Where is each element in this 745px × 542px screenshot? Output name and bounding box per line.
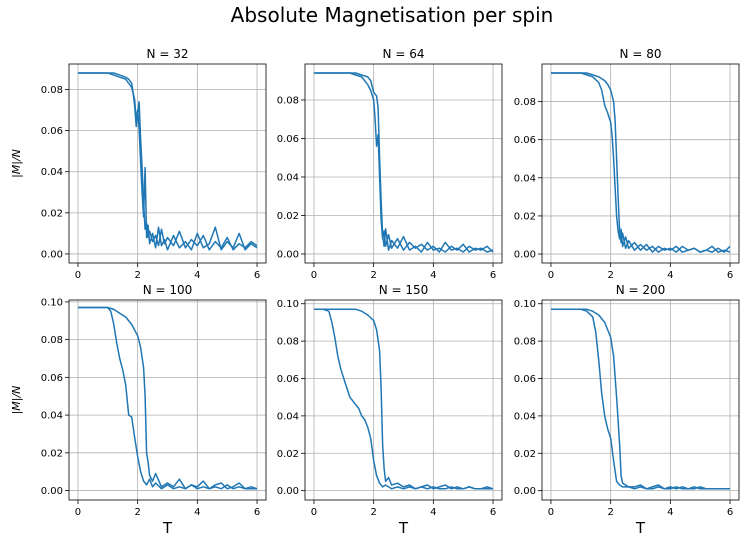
x-axis-label: T: [635, 519, 646, 537]
x-tick-label: 4: [667, 270, 673, 281]
y-tick-label: 0.10: [41, 297, 63, 308]
x-tick-label: 2: [607, 507, 613, 518]
series-line-2: [551, 72, 731, 253]
subplot-title: N = 150: [379, 283, 429, 297]
y-tick-label: 0.02: [277, 211, 299, 222]
y-tick-label: 0.06: [277, 134, 299, 145]
subplot-1: 0 2 4 6 0.00 0.02 0.04 0.06 0.08 N = 32 |M|/N: [10, 47, 267, 281]
subplot-title: N = 80: [620, 47, 662, 61]
series-line-2: [78, 306, 258, 490]
series-line-2: [551, 308, 730, 490]
x-tick-label: 4: [430, 507, 436, 518]
plot-frame: [304, 299, 503, 501]
subplot-3: 0 2 4 6 0.00 0.02 0.04 0.06 0.08 N = 80: [514, 47, 740, 281]
x-tick-label: 2: [134, 270, 140, 281]
x-tick-label: 0: [75, 270, 81, 281]
plot-frame: [68, 299, 267, 501]
y-tick-label: 0.04: [41, 411, 63, 422]
x-tick-label: 0: [548, 507, 554, 518]
x-tick-label: 4: [194, 270, 200, 281]
series-line-2: [314, 72, 494, 253]
y-tick-label: 0.02: [514, 449, 536, 460]
y-tick-label: 0.08: [514, 97, 536, 108]
subplot-title: N = 32: [147, 47, 189, 61]
x-tick-label: 6: [727, 270, 733, 281]
x-tick-label: 6: [254, 507, 260, 518]
plot-frame: [304, 63, 503, 264]
x-tick-label: 2: [370, 270, 376, 281]
x-axis-label: T: [398, 519, 409, 537]
x-tick-label: 0: [75, 507, 81, 518]
y-tick-label: 0.08: [41, 85, 63, 96]
y-tick-label: 0.08: [277, 95, 299, 106]
y-axis-label: |M|/N: [10, 386, 23, 415]
y-tick-label: 0.00: [514, 486, 536, 497]
x-tick-label: 2: [370, 507, 376, 518]
y-tick-label: 0.04: [41, 167, 63, 178]
x-tick-label: 4: [667, 507, 673, 518]
y-tick-label: 0.06: [41, 373, 63, 384]
y-tick-label: 0.02: [41, 448, 63, 459]
subplot-title: N = 100: [143, 283, 193, 297]
series-line-1: [551, 72, 731, 253]
subplot-title: N = 200: [616, 283, 666, 297]
x-tick-label: 4: [194, 507, 200, 518]
y-tick-label: 0.04: [277, 411, 299, 422]
figure-title: Absolute Magnetisation per spin: [231, 3, 554, 27]
x-tick-label: 6: [254, 270, 260, 281]
y-tick-label: 0.04: [514, 173, 536, 184]
series-line-2: [314, 308, 494, 490]
subplot-grid: 0 2 4 60.000.020.040.060.08N = 32|M|/N0 2 4 60…: [10, 47, 740, 537]
subplot-title: N = 64: [383, 47, 425, 61]
subplot-2: 0 2 4 6 0.00 0.02 0.04 0.06 0.08 N = 64: [277, 47, 503, 281]
y-tick-label: 0.08: [41, 335, 63, 346]
series-line-1: [78, 72, 258, 251]
y-tick-label: 0.00: [277, 486, 299, 497]
x-tick-label: 0: [311, 270, 317, 281]
y-tick-label: 0.00: [277, 249, 299, 260]
y-tick-label: 0.02: [514, 211, 536, 222]
y-tick-label: 0.00: [41, 249, 63, 260]
series-line-1: [78, 306, 257, 490]
x-tick-label: 6: [727, 507, 733, 518]
plot-frame: [68, 63, 267, 264]
y-axis-label: |M|/N: [10, 149, 23, 178]
x-axis-label: T: [162, 519, 173, 537]
y-tick-label: 0.02: [41, 208, 63, 219]
y-tick-label: 0.02: [277, 449, 299, 460]
subplot-6: 0 2 4 6 0.00 0.02 0.04 0.06 0.08 0.10 N = 200 T: [514, 283, 740, 537]
plot-frame: [541, 299, 740, 501]
y-tick-label: 0.06: [514, 135, 536, 146]
x-tick-label: 6: [490, 507, 496, 518]
y-tick-label: 0.08: [514, 337, 536, 348]
x-tick-label: 0: [548, 270, 554, 281]
y-tick-label: 0.00: [514, 250, 536, 261]
subplot-4: 0 2 4 6 0.00 0.02 0.04 0.06 0.08 0.10 N = 100 T |M|/…: [10, 283, 267, 537]
y-tick-label: 0.10: [514, 299, 536, 310]
x-tick-label: 2: [607, 270, 613, 281]
x-tick-label: 4: [430, 270, 436, 281]
y-tick-label: 0.04: [514, 411, 536, 422]
subplot-5: 0 2 4 6 0.00 0.02 0.04 0.06 0.08 0.10 N = 150 T: [277, 283, 503, 537]
plot-frame: [541, 63, 740, 264]
y-tick-label: 0.06: [514, 374, 536, 385]
y-tick-label: 0.04: [277, 172, 299, 183]
series-line-2: [78, 72, 258, 251]
y-tick-label: 0.08: [277, 337, 299, 348]
y-tick-label: 0.06: [41, 126, 63, 137]
x-tick-label: 0: [311, 507, 317, 518]
x-tick-label: 6: [490, 270, 496, 281]
y-tick-label: 0.06: [277, 374, 299, 385]
x-tick-label: 2: [134, 507, 140, 518]
y-tick-label: 0.00: [41, 486, 63, 497]
y-tick-label: 0.10: [277, 299, 299, 310]
series-line-1: [551, 308, 730, 490]
series-line-1: [314, 308, 493, 490]
